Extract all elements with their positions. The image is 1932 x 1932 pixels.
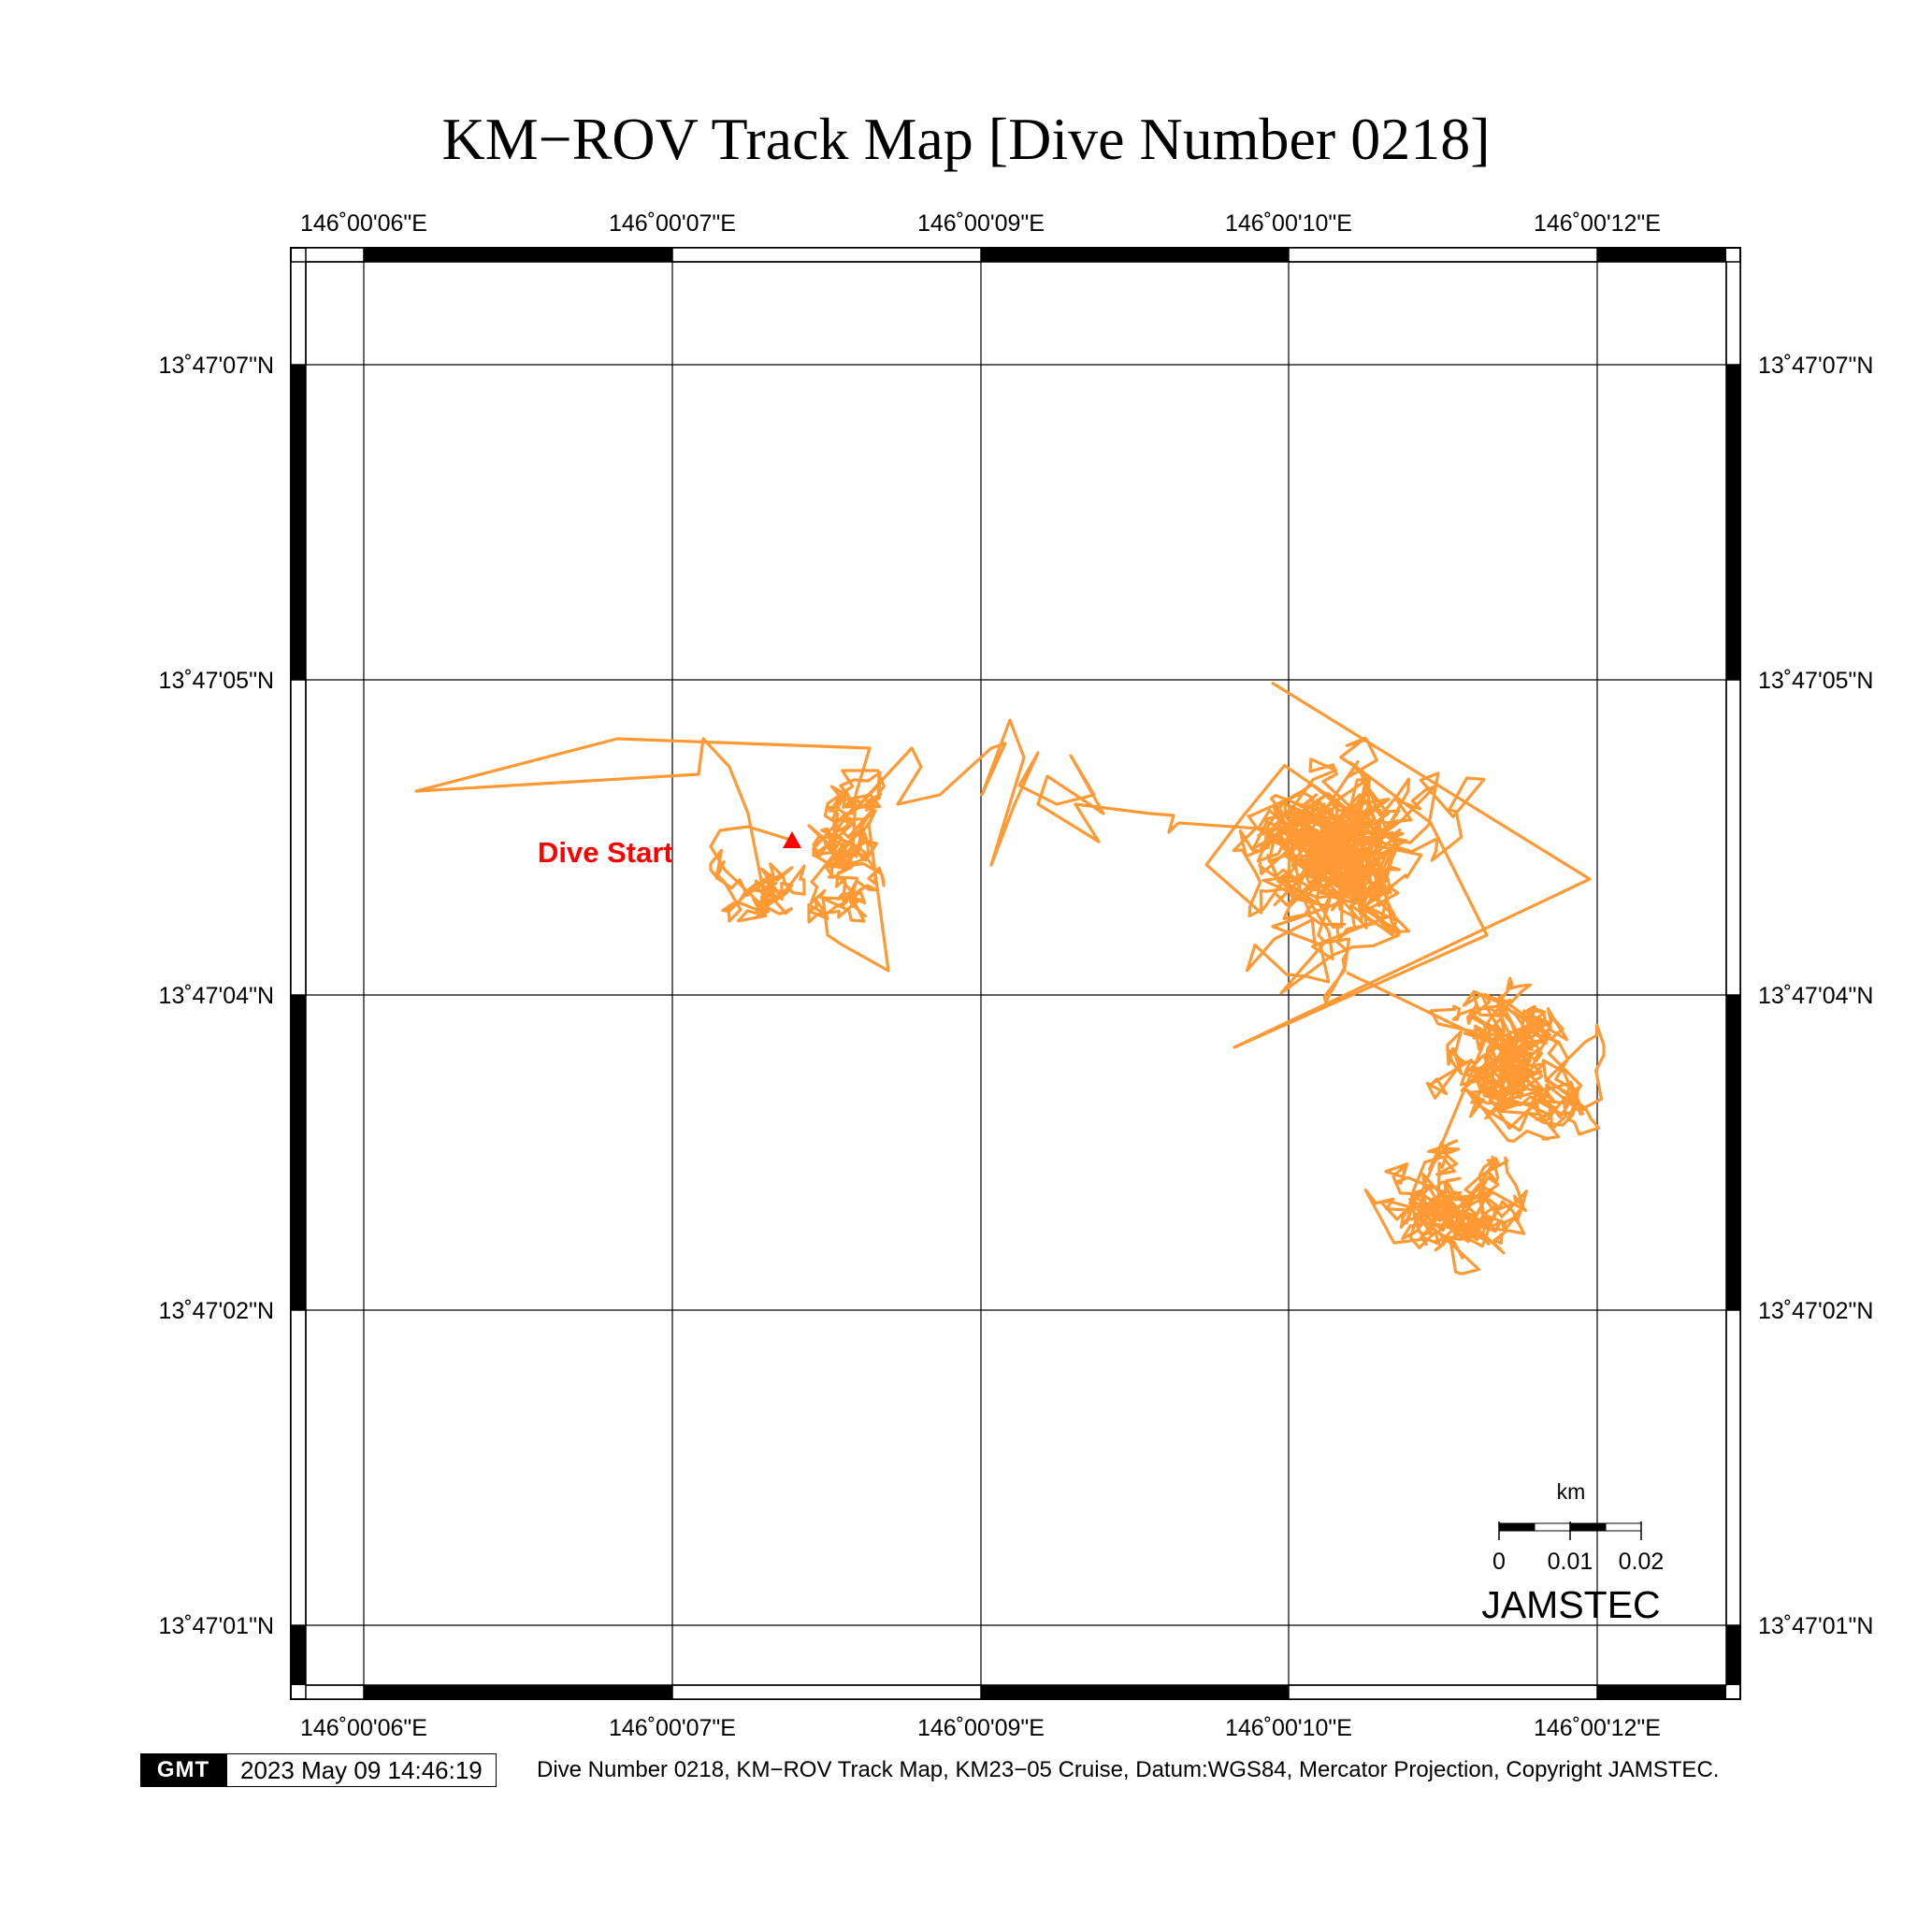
lon-label-top: 146˚00'06"E — [300, 210, 427, 237]
lat-label-right: 13˚47'01"N — [1758, 1613, 1873, 1639]
dive-start-marker-icon — [783, 831, 801, 848]
lon-label-bottom: 146˚00'07"E — [609, 1715, 736, 1741]
gmt-logo: GMT — [140, 1753, 226, 1787]
graticule — [306, 262, 1726, 1685]
scale-unit: km — [1557, 1479, 1586, 1504]
dive-start-label: Dive Start — [538, 836, 673, 869]
track-segment-transit — [849, 718, 1180, 867]
credit-label: JAMSTEC — [1481, 1583, 1660, 1626]
lat-label-left: 13˚47'01"N — [159, 1613, 274, 1639]
scale-label: 0.01 — [1548, 1549, 1593, 1575]
map-frame — [290, 247, 1741, 1700]
lon-label-bottom: 146˚00'12"E — [1534, 1715, 1661, 1741]
track-segment-main-cluster — [1177, 681, 1592, 1049]
scale-label: 0.02 — [1619, 1549, 1665, 1575]
lat-label-left: 13˚47'05"N — [159, 668, 274, 694]
lon-label-top: 146˚00'10"E — [1225, 210, 1352, 237]
lat-label-right: 13˚47'07"N — [1758, 353, 1873, 379]
scale-label: 0 — [1492, 1549, 1506, 1575]
map-caption: Dive Number 0218, KM−ROV Track Map, KM23… — [537, 1757, 1720, 1782]
lon-label-top: 146˚00'07"E — [609, 210, 736, 237]
lat-label-right: 13˚47'02"N — [1758, 1298, 1873, 1324]
lon-label-bottom: 146˚00'09"E — [917, 1715, 1045, 1741]
lon-label-bottom: 146˚00'10"E — [1225, 1715, 1352, 1741]
lon-label-top: 146˚00'12"E — [1534, 210, 1661, 237]
track-segment-start — [414, 737, 890, 973]
lat-label-right: 13˚47'04"N — [1758, 983, 1873, 1009]
lat-label-left: 13˚47'04"N — [159, 983, 274, 1009]
lat-label-left: 13˚47'02"N — [159, 1298, 274, 1324]
map-title: KM−ROV Track Map [Dive Number 0218] — [441, 106, 1491, 172]
lon-label-bottom: 146˚00'06"E — [300, 1715, 427, 1741]
rov-track — [414, 681, 1606, 1276]
lon-label-top: 146˚00'09"E — [917, 210, 1045, 237]
lat-label-left: 13˚47'07"N — [159, 353, 274, 379]
lat-label-right: 13˚47'05"N — [1758, 668, 1873, 694]
track-segment-south-cluster — [1346, 971, 1606, 1276]
scale-bar: km 0 0.01 0.02 JAMSTEC — [1481, 1479, 1664, 1626]
timestamp: 2023 May 09 14:46:19 — [226, 1753, 497, 1787]
